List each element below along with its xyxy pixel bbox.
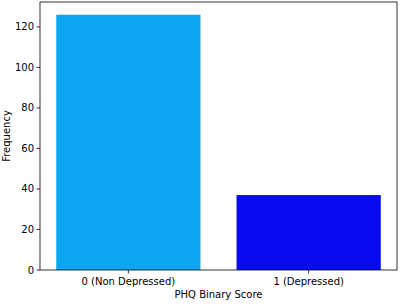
y-tick [37, 270, 41, 271]
x-tick [128, 270, 129, 274]
y-tick [37, 229, 41, 230]
x-tick [308, 270, 309, 274]
y-tick [37, 107, 41, 108]
y-tick-label: 120 [15, 21, 34, 32]
bars [56, 15, 381, 270]
x-tick-label: 0 (Non Depressed) [82, 276, 176, 287]
y-tick [37, 188, 41, 189]
y-tick-label: 40 [21, 183, 34, 194]
y-axis-label: Frequency [1, 110, 12, 162]
x-tick-label: 1 (Depressed) [273, 276, 344, 287]
y-tick-label: 20 [21, 224, 34, 235]
y-tick-label: 100 [15, 62, 34, 73]
y-tick-label: 0 [28, 265, 34, 276]
y-tick [37, 148, 41, 149]
y-tick-label: 80 [21, 102, 34, 113]
y-tick-label: 60 [21, 143, 34, 154]
bar [56, 15, 200, 270]
bar [237, 195, 381, 270]
chart-container: 0 20 40 60 80 100 120 0 (Non Depressed) 1 (Depre… [0, 0, 402, 304]
y-tick [37, 26, 41, 27]
plot-frame [40, 2, 397, 270]
y-tick [37, 67, 41, 68]
x-axis-label: PHQ Binary Score [175, 289, 263, 300]
chart-svg: 0 20 40 60 80 100 120 0 (Non Depressed) 1 (Depre… [0, 0, 402, 304]
